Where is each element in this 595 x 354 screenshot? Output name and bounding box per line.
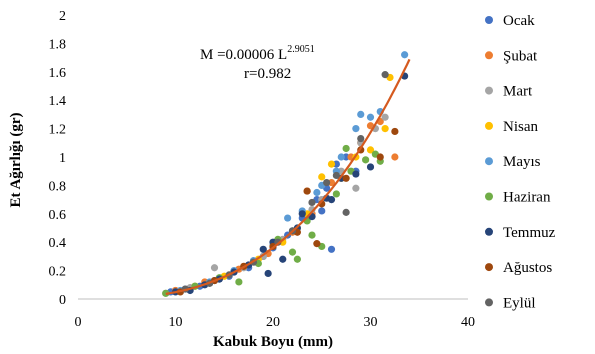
y-tick-label: 1.6	[49, 66, 67, 81]
legend-label: Şubat	[503, 48, 538, 64]
legend-marker	[485, 263, 493, 272]
data-point	[366, 146, 375, 154]
legend-marker	[485, 192, 493, 201]
data-point	[362, 156, 370, 164]
data-point	[327, 245, 336, 253]
legend-label: Nisan	[503, 119, 538, 135]
data-point	[337, 153, 345, 161]
data-point	[327, 160, 336, 168]
y-axis-ticks: 0 0.2 0.4 0.6 0.8 1 1.2 1.4 1.6 1.8 2	[49, 9, 67, 308]
plot-points	[162, 51, 409, 297]
data-point	[308, 198, 316, 207]
data-point	[279, 255, 287, 263]
data-point	[381, 113, 389, 121]
y-tick-label: 0.8	[49, 179, 67, 194]
legend-label: Eylül	[503, 295, 536, 311]
data-point	[284, 214, 292, 222]
data-point	[259, 245, 267, 253]
x-tick-label: 0	[75, 315, 82, 330]
equation-line2: r=0.982	[244, 66, 291, 82]
data-point	[288, 248, 297, 256]
legend-label: Ocak	[503, 13, 535, 29]
data-point	[352, 170, 360, 178]
data-point	[381, 125, 389, 133]
data-point	[210, 264, 219, 272]
y-tick-label: 1.2	[49, 123, 67, 138]
data-point	[318, 207, 326, 215]
data-point	[327, 196, 336, 204]
equation-exponent: 2.9051	[287, 44, 315, 55]
x-axis-ticks: 0 10 20 30 40	[75, 315, 476, 330]
data-point	[303, 187, 311, 195]
data-point	[313, 188, 321, 197]
data-point	[332, 171, 340, 180]
data-point	[366, 113, 375, 121]
data-point	[391, 127, 399, 136]
data-point	[352, 125, 360, 133]
fit-curve	[165, 58, 411, 296]
x-axis-title: Kabuk Boyu (mm)	[213, 334, 333, 350]
data-point	[391, 153, 399, 161]
y-tick-label: 2	[59, 9, 66, 24]
data-point	[342, 174, 350, 182]
legend-label: Mart	[503, 84, 533, 100]
data-point	[366, 163, 375, 171]
equation-prefix: M =0.00006 L	[200, 47, 287, 63]
data-point	[352, 184, 360, 192]
data-point	[323, 178, 331, 187]
data-point	[308, 231, 316, 239]
y-axis-title: Et Ağırlığı (gr)	[8, 113, 24, 208]
y-tick-label: 1.8	[49, 37, 67, 52]
y-tick-label: 0.2	[49, 265, 67, 280]
data-point	[235, 278, 243, 286]
data-point	[357, 134, 365, 143]
legend-label: Ağustos	[503, 260, 552, 276]
legend-marker	[485, 16, 493, 24]
y-tick-label: 0.4	[49, 236, 67, 251]
data-point	[342, 144, 350, 153]
data-point	[376, 153, 384, 161]
legend-label: Haziran	[503, 190, 551, 206]
legend-label: Temmuz	[503, 225, 556, 241]
legend-marker	[485, 157, 493, 166]
data-point	[357, 110, 365, 118]
legend-marker	[485, 227, 493, 236]
y-tick-label: 0	[59, 293, 66, 308]
equation-line1: M =0.00006 L2.9051	[200, 44, 315, 63]
data-point	[264, 269, 272, 278]
y-tick-label: 0.6	[49, 208, 67, 223]
legend-marker	[485, 51, 493, 60]
x-tick-label: 40	[461, 315, 475, 330]
data-point	[318, 173, 326, 181]
legend: Ocak Şubat Mart Nisan Mayıs Haziran Temmuz Ağus…	[485, 13, 556, 311]
legend-label: Mayıs	[503, 154, 541, 170]
data-point	[313, 240, 321, 248]
data-point	[293, 255, 301, 263]
x-tick-label: 10	[169, 315, 183, 330]
legend-marker	[485, 86, 493, 95]
data-point	[342, 208, 350, 216]
x-tick-label: 20	[266, 315, 280, 330]
data-point	[401, 51, 409, 59]
legend-marker	[485, 298, 493, 307]
data-point	[332, 190, 340, 198]
y-tick-label: 1	[59, 151, 66, 166]
legend-marker	[485, 121, 493, 130]
data-point	[381, 71, 389, 79]
x-tick-label: 30	[364, 315, 378, 330]
y-tick-label: 1.4	[49, 94, 67, 109]
data-point	[298, 210, 306, 218]
